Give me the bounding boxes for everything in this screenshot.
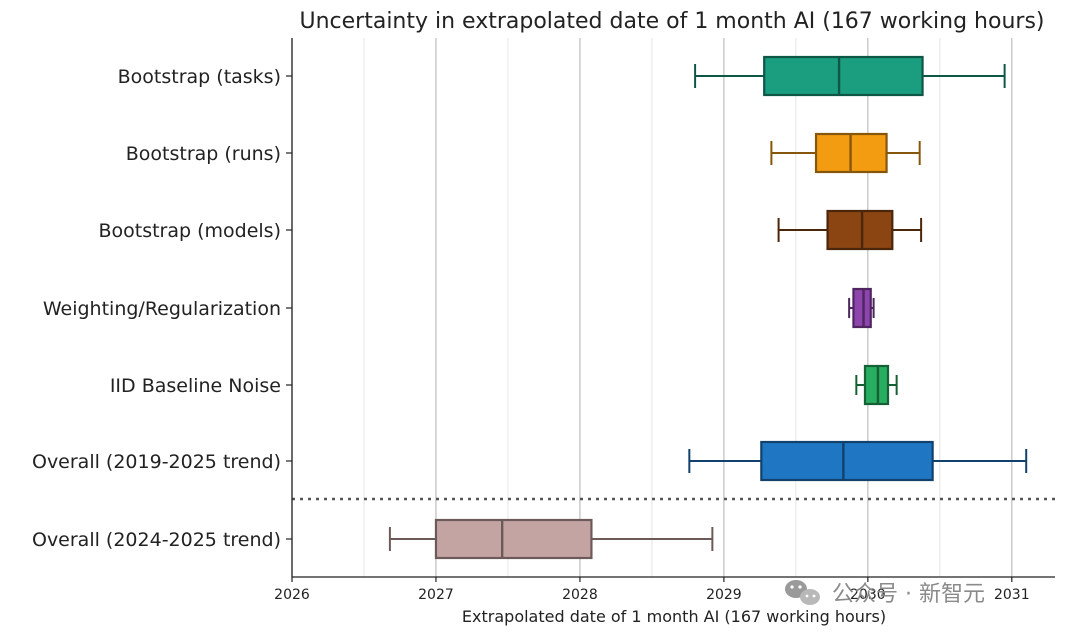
box-iqr bbox=[763, 55, 924, 97]
x-tick-label: 2028 bbox=[562, 587, 598, 603]
x-tick-label: 2031 bbox=[994, 587, 1030, 603]
chart-title: Uncertainty in extrapolated date of 1 mo… bbox=[299, 9, 1044, 34]
category-label: Bootstrap (tasks) bbox=[118, 66, 281, 88]
x-tick-label: 2026 bbox=[274, 587, 310, 603]
boxplot-2 bbox=[777, 209, 923, 251]
box-iqr bbox=[434, 518, 593, 560]
boxplot-6 bbox=[388, 518, 714, 560]
category-label: Bootstrap (runs) bbox=[126, 143, 281, 165]
boxplot-3 bbox=[848, 287, 875, 329]
category-labels: Bootstrap (tasks) Bootstrap (runs) Bootstr… bbox=[32, 66, 281, 551]
category-label: Overall (2024-2025 trend) bbox=[32, 529, 281, 551]
watermark: 公众号 · 新智元 bbox=[785, 580, 985, 607]
boxplot-0 bbox=[694, 55, 1006, 97]
box-iqr bbox=[852, 287, 872, 329]
x-tick-label: 2029 bbox=[706, 587, 742, 603]
category-label: Weighting/Regularization bbox=[43, 298, 281, 320]
category-label: Bootstrap (models) bbox=[98, 220, 281, 242]
x-tick-label: 2027 bbox=[418, 587, 454, 603]
category-label: IID Baseline Noise bbox=[110, 375, 281, 397]
box-iqr bbox=[760, 440, 934, 482]
boxes-layer bbox=[388, 55, 1028, 560]
boxplot-4 bbox=[855, 364, 898, 406]
box-iqr bbox=[863, 364, 890, 406]
boxplot-5 bbox=[688, 440, 1028, 482]
x-axis-label: Extrapolated date of 1 month AI (167 wor… bbox=[462, 607, 886, 626]
x-tick-label: 2030 bbox=[850, 587, 886, 603]
grid-layer bbox=[291, 38, 1055, 577]
watermark-text: 公众号 · 新智元 bbox=[832, 582, 985, 607]
axes-layer bbox=[286, 38, 1055, 578]
boxplot-1 bbox=[770, 132, 921, 174]
box-iqr bbox=[826, 209, 894, 251]
wechat-icon bbox=[785, 580, 820, 605]
x-tick-labels: 2026 2027 2028 2029 2030 2031 bbox=[274, 577, 1030, 603]
category-label: Overall (2019-2025 trend) bbox=[32, 451, 281, 473]
